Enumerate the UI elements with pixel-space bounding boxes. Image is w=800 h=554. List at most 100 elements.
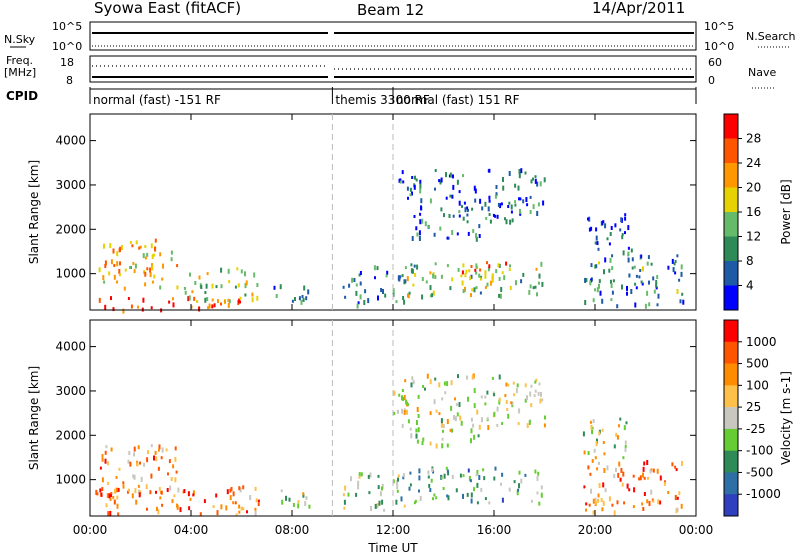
data-cell xyxy=(189,497,192,501)
data-cell xyxy=(530,384,533,388)
data-cell xyxy=(538,501,541,506)
data-cell xyxy=(594,288,596,292)
data-cell xyxy=(591,429,593,433)
data-cell xyxy=(150,444,153,448)
data-cell xyxy=(155,490,157,494)
data-cell xyxy=(464,273,467,278)
data-cell xyxy=(516,490,519,496)
freq-unit: [MHz] xyxy=(4,66,36,79)
y-tick-label: 1000 xyxy=(55,267,86,281)
data-cell xyxy=(401,408,404,414)
data-cell xyxy=(418,489,420,493)
data-cell xyxy=(539,398,542,404)
data-cell xyxy=(101,458,104,462)
data-cell xyxy=(410,263,413,267)
data-cell xyxy=(188,295,191,301)
data-cell xyxy=(140,476,143,482)
data-cell xyxy=(512,381,515,385)
data-cell xyxy=(610,283,613,288)
data-cell xyxy=(496,423,499,427)
data-cell xyxy=(137,305,140,309)
data-cell xyxy=(374,276,376,280)
data-cell xyxy=(477,434,480,438)
data-cell xyxy=(484,402,487,406)
data-cell xyxy=(642,472,644,478)
data-cell xyxy=(454,397,456,401)
data-cell xyxy=(680,271,683,277)
data-cell xyxy=(355,492,358,497)
data-cell xyxy=(473,403,476,409)
data-cell xyxy=(455,488,458,493)
data-cell xyxy=(613,510,616,516)
data-cell xyxy=(124,268,127,272)
data-cell xyxy=(302,297,305,302)
data-cell xyxy=(442,487,445,490)
data-cell xyxy=(438,382,441,388)
data-cell xyxy=(609,257,612,263)
freq-strip-frame xyxy=(89,55,697,83)
data-cell xyxy=(192,493,195,497)
data-cell xyxy=(474,268,477,272)
data-cell xyxy=(602,441,605,444)
data-cell xyxy=(440,207,443,212)
panel-frame xyxy=(89,319,697,517)
data-cell xyxy=(395,499,398,505)
data-cell xyxy=(469,479,472,483)
data-cell xyxy=(434,377,437,381)
data-cell xyxy=(585,502,588,506)
data-cell xyxy=(488,195,491,200)
data-cell xyxy=(599,290,602,296)
data-cell xyxy=(470,428,473,434)
data-cell xyxy=(238,504,241,509)
data-cell xyxy=(534,469,537,474)
data-cell xyxy=(435,496,438,500)
data-cell xyxy=(643,476,646,480)
data-cell xyxy=(466,220,469,224)
data-cell xyxy=(462,493,464,499)
data-cell xyxy=(149,267,152,273)
data-cell xyxy=(536,181,539,187)
data-cell xyxy=(487,425,490,430)
data-cell xyxy=(173,494,176,498)
data-cell xyxy=(440,422,443,428)
data-cell xyxy=(253,272,256,278)
data-cell xyxy=(597,247,600,251)
data-cell xyxy=(663,481,666,486)
colorbar-swatch xyxy=(724,320,738,343)
data-cell xyxy=(642,507,645,511)
data-cell xyxy=(422,437,425,442)
data-cell xyxy=(509,219,512,225)
data-cell xyxy=(478,224,481,229)
data-cell xyxy=(132,474,135,479)
data-cell xyxy=(239,487,242,493)
data-cell xyxy=(456,232,459,236)
data-cell xyxy=(458,210,461,214)
data-cell xyxy=(403,299,406,305)
data-cell xyxy=(460,420,463,426)
colorbar-swatch xyxy=(724,114,738,139)
data-cell xyxy=(537,471,540,476)
data-cell xyxy=(376,266,379,271)
data-cell xyxy=(448,214,451,218)
data-cell xyxy=(376,503,379,507)
data-cell xyxy=(680,264,683,270)
data-cell xyxy=(175,470,178,474)
data-cell xyxy=(150,243,153,249)
data-cell xyxy=(624,216,627,221)
data-cell xyxy=(380,288,383,292)
data-cell xyxy=(160,490,163,495)
data-cell xyxy=(587,465,590,470)
data-cell xyxy=(617,472,620,478)
data-cell xyxy=(417,427,420,433)
data-cell xyxy=(498,263,501,268)
data-cell xyxy=(189,272,191,277)
data-cell xyxy=(358,273,361,277)
data-cell xyxy=(367,474,370,479)
data-cell xyxy=(483,476,486,481)
data-cell xyxy=(382,289,384,294)
data-cell xyxy=(232,501,235,505)
data-cell xyxy=(594,264,596,269)
colorbar-tick-label: -25 xyxy=(746,422,766,436)
data-cell xyxy=(419,188,422,194)
nsky-tick-high-right: 10^5 xyxy=(704,20,734,33)
